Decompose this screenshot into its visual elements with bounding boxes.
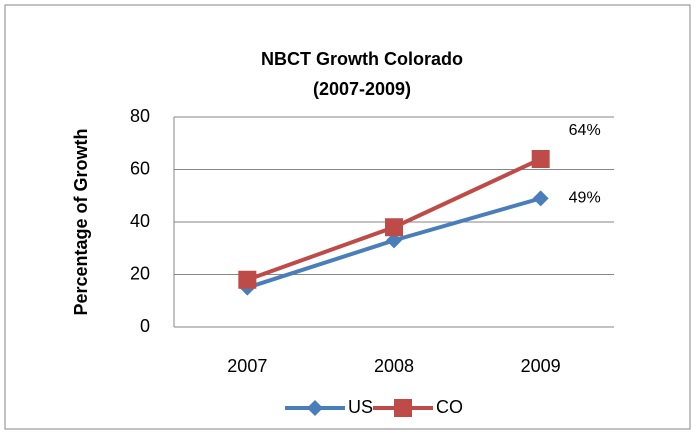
marker — [394, 399, 412, 417]
y-tick-label: 0 — [140, 316, 150, 336]
data-label: 49% — [569, 190, 601, 207]
legend-label: CO — [436, 397, 463, 417]
y-tick-label: 40 — [130, 211, 150, 231]
legend-label: US — [348, 397, 373, 417]
chart-title: NBCT Growth Colorado — [261, 49, 463, 69]
marker — [385, 218, 403, 237]
x-tick-label: 2007 — [227, 356, 267, 376]
marker — [307, 400, 323, 416]
y-tick-label: 20 — [130, 263, 150, 283]
chart-subtitle: (2007-2009) — [313, 79, 411, 99]
data-label: 64% — [569, 122, 601, 139]
x-tick-label: 2008 — [374, 356, 414, 376]
marker — [386, 232, 402, 249]
y-tick-label: 80 — [130, 106, 150, 126]
y-axis-label: Percentage of Growth — [71, 128, 91, 315]
x-tick-label: 2009 — [521, 356, 561, 376]
marker — [531, 150, 550, 168]
chart-border — [4, 4, 691, 430]
marker — [238, 270, 257, 289]
y-tick-label: 60 — [130, 158, 150, 178]
marker — [532, 190, 549, 207]
